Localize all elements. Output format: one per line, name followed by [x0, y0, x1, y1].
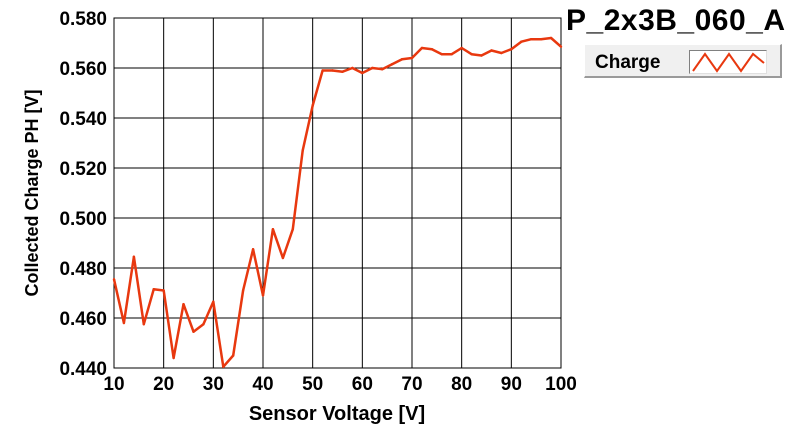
- data-point: [281, 256, 285, 260]
- x-tick-label: 10: [103, 374, 124, 395]
- data-point: [351, 66, 354, 70]
- series-layer: [112, 36, 563, 369]
- data-point: [202, 323, 205, 326]
- data-point: [510, 48, 513, 51]
- data-point: [361, 71, 364, 75]
- data-point: [539, 38, 543, 41]
- data-point: [530, 38, 533, 41]
- data-point: [430, 48, 434, 51]
- data-point: [261, 294, 265, 297]
- legend-label: Charge: [595, 52, 661, 73]
- data-point: [132, 255, 136, 258]
- data-point: [301, 149, 304, 152]
- data-point: [331, 69, 334, 72]
- data-point: [222, 365, 225, 368]
- x-tick-label: 100: [545, 374, 577, 395]
- x-tick-label: 20: [153, 374, 174, 395]
- data-point: [291, 228, 294, 231]
- y-tick-label: 0.520: [59, 159, 107, 180]
- plot-border: [113, 17, 562, 369]
- data-point: [470, 53, 473, 56]
- data-point: [450, 53, 453, 56]
- data-point: [142, 323, 145, 326]
- data-point: [172, 356, 175, 360]
- plot-area: [114, 18, 561, 368]
- data-point: [152, 288, 155, 291]
- y-tick-label: 0.460: [59, 309, 107, 330]
- legend-line: [692, 52, 765, 73]
- y-tick-label: 0.500: [59, 209, 107, 230]
- data-point: [341, 70, 344, 73]
- chart-title: P_2x3B_060_A: [566, 4, 786, 37]
- data-point: [420, 46, 424, 50]
- y-tick-label: 0.440: [59, 359, 107, 380]
- legend-line-icon: [692, 52, 765, 73]
- data-point: [112, 278, 116, 281]
- data-point: [490, 49, 493, 52]
- y-tick-label: 0.560: [59, 59, 107, 80]
- data-point: [212, 300, 215, 303]
- data-point: [182, 303, 185, 306]
- data-point: [381, 68, 384, 71]
- data-point: [440, 53, 443, 56]
- y-axis-ticks: 0.440 0.460 0.480 0.500 0.520 0.540 0.560 0.580: [59, 9, 107, 380]
- y-tick-label: 0.580: [59, 9, 107, 30]
- data-point: [460, 46, 463, 50]
- y-axis-title: Collected Charge PH [V]: [22, 89, 42, 296]
- y-tick-label: 0.480: [59, 259, 107, 280]
- legend-swatch: [689, 50, 767, 74]
- data-point: [162, 289, 165, 292]
- data-point: [192, 330, 195, 333]
- data-point: [311, 104, 314, 107]
- data-point: [520, 40, 523, 43]
- x-axis-title: Sensor Voltage [V]: [249, 403, 425, 425]
- data-point: [271, 228, 275, 231]
- data-point: [549, 36, 553, 40]
- legend[interactable]: Charge: [584, 44, 782, 78]
- series-line: [112, 36, 562, 369]
- data-point: [251, 248, 255, 251]
- x-tick-label: 50: [302, 374, 323, 395]
- x-tick-label: 90: [501, 374, 522, 395]
- data-point: [122, 321, 126, 325]
- x-axis-ticks: 10 20 30 40 50 60 70 80 90 100: [103, 374, 576, 395]
- data-point: [371, 66, 374, 70]
- data-point: [480, 54, 483, 57]
- data-point: [559, 45, 563, 48]
- data-point: [390, 63, 394, 66]
- x-tick-label: 70: [401, 374, 422, 395]
- data-point: [400, 58, 404, 61]
- data-point: [500, 51, 503, 55]
- data-point: [232, 354, 235, 357]
- x-tick-label: 40: [252, 374, 273, 395]
- data-point: [321, 69, 324, 72]
- data-point: [241, 289, 245, 292]
- x-tick-label: 60: [352, 374, 373, 395]
- x-tick-label: 80: [451, 374, 472, 395]
- data-point: [410, 56, 414, 60]
- y-tick-label: 0.540: [59, 109, 107, 130]
- x-tick-label: 30: [203, 374, 224, 395]
